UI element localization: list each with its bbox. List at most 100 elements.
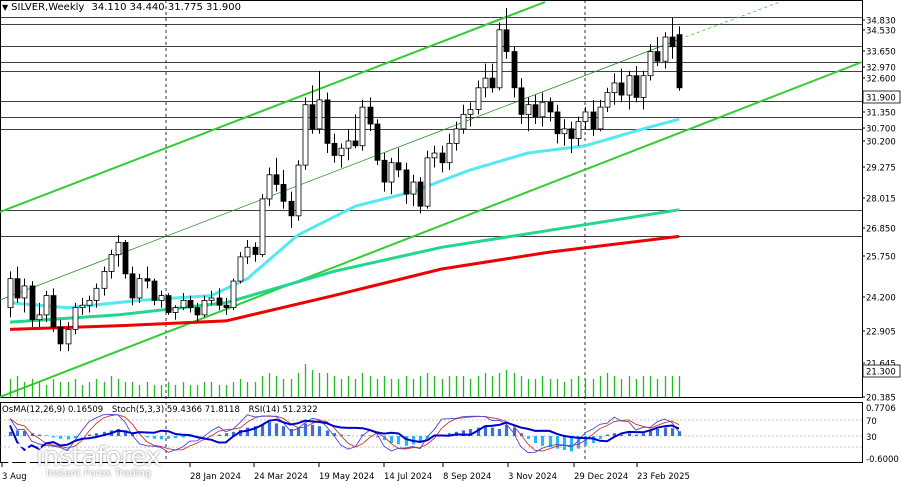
candle-body — [388, 162, 395, 183]
time-axis-label: 23 Feb 2025 — [637, 472, 690, 482]
price-axis-label: 24.200 — [866, 294, 896, 304]
stoch-main-line — [9, 414, 680, 453]
candle-body — [115, 242, 122, 255]
candle-body — [359, 106, 366, 147]
candle — [302, 97, 309, 170]
candle-body — [244, 246, 251, 258]
candle-body — [230, 280, 237, 309]
candle — [662, 32, 669, 69]
candle-body — [640, 75, 647, 98]
time-axis-label: 8 Sep 2024 — [443, 472, 491, 482]
candle-body — [367, 106, 374, 125]
candle-body — [381, 159, 388, 183]
indicator-axis-label: 70 — [866, 417, 877, 427]
candle — [453, 121, 460, 151]
candle-body — [295, 164, 302, 217]
candle — [108, 249, 115, 279]
candle-body — [482, 77, 489, 89]
candle-body — [129, 273, 136, 299]
candle-body — [547, 101, 554, 113]
price-axis-label: 32.970 — [866, 64, 896, 74]
candle — [21, 278, 28, 313]
ma-fast-line — [9, 117, 680, 310]
candle-body — [676, 34, 683, 89]
candle-body — [647, 51, 654, 77]
candle — [7, 271, 14, 318]
price-axis-label: 29.275 — [866, 164, 896, 174]
candle-body — [662, 36, 669, 62]
candle-body — [503, 29, 510, 52]
candle — [129, 266, 136, 306]
channel-lower-line — [0, 61, 863, 398]
candle-body — [79, 304, 86, 309]
candle — [503, 8, 510, 59]
price-axis-label: 34.830 — [866, 17, 896, 27]
candle — [417, 177, 424, 214]
candle — [539, 92, 546, 127]
candle-body — [165, 295, 172, 313]
candle-body — [29, 285, 36, 321]
candle-body — [216, 297, 223, 306]
candle — [151, 278, 158, 306]
candle — [525, 97, 532, 132]
candle-body — [309, 104, 316, 130]
candle — [288, 191, 295, 228]
candle-body — [302, 104, 309, 166]
candle-body — [50, 295, 57, 328]
candle-body — [618, 82, 625, 96]
candle — [208, 290, 215, 306]
candle — [280, 169, 287, 209]
candle-body — [86, 300, 93, 306]
stoch-signal-line — [9, 414, 680, 452]
candle — [604, 87, 611, 112]
candle — [324, 92, 331, 154]
candle — [547, 97, 554, 122]
candle — [575, 116, 582, 146]
candle — [403, 162, 410, 204]
candle — [467, 102, 474, 127]
candle — [626, 70, 633, 110]
indicator-pane-frame — [0, 402, 863, 463]
candle-body — [316, 99, 323, 130]
candle — [331, 133, 338, 163]
candle-body — [532, 104, 539, 118]
candle — [172, 305, 179, 320]
logo-mark-icon — [6, 443, 32, 469]
candle — [14, 266, 21, 303]
candle-body — [582, 111, 589, 123]
time-axis-label: 3 Aug — [2, 472, 27, 482]
time-axis-label: 14 Jul 2024 — [384, 472, 432, 482]
price-axis-label: 31.350 — [866, 109, 896, 119]
candle-body — [561, 128, 568, 135]
candle — [194, 302, 201, 323]
candle — [266, 167, 273, 207]
caret-down-icon[interactable]: ▼ — [2, 3, 9, 12]
candle-body — [187, 300, 194, 309]
price-pane-frame — [0, 0, 863, 398]
time-axis-label: 29 Dec 2024 — [574, 472, 628, 482]
candle-body — [424, 157, 431, 207]
price-axis-label: 33.650 — [866, 48, 896, 58]
candle-body — [136, 278, 143, 299]
candle — [93, 283, 100, 308]
candle-body — [36, 314, 43, 321]
candle-body — [597, 106, 604, 130]
candle — [345, 128, 352, 161]
instaforex-logo: instaforex Instant Forex Trading — [6, 442, 161, 479]
candle-body — [144, 278, 151, 282]
price-axis-label: 25.750 — [866, 253, 896, 263]
candle — [187, 295, 194, 313]
candle-body — [237, 256, 244, 282]
candle — [489, 63, 496, 93]
symbol-label: SILVER,Weekly — [11, 2, 85, 13]
candle-body — [575, 121, 582, 139]
channel-upper-line — [0, 1, 546, 213]
candle-body — [280, 184, 287, 202]
candle — [259, 194, 266, 257]
candle — [65, 322, 72, 352]
candle — [532, 95, 539, 125]
candle-body — [324, 99, 331, 144]
candle — [79, 297, 86, 315]
candle — [115, 235, 122, 267]
